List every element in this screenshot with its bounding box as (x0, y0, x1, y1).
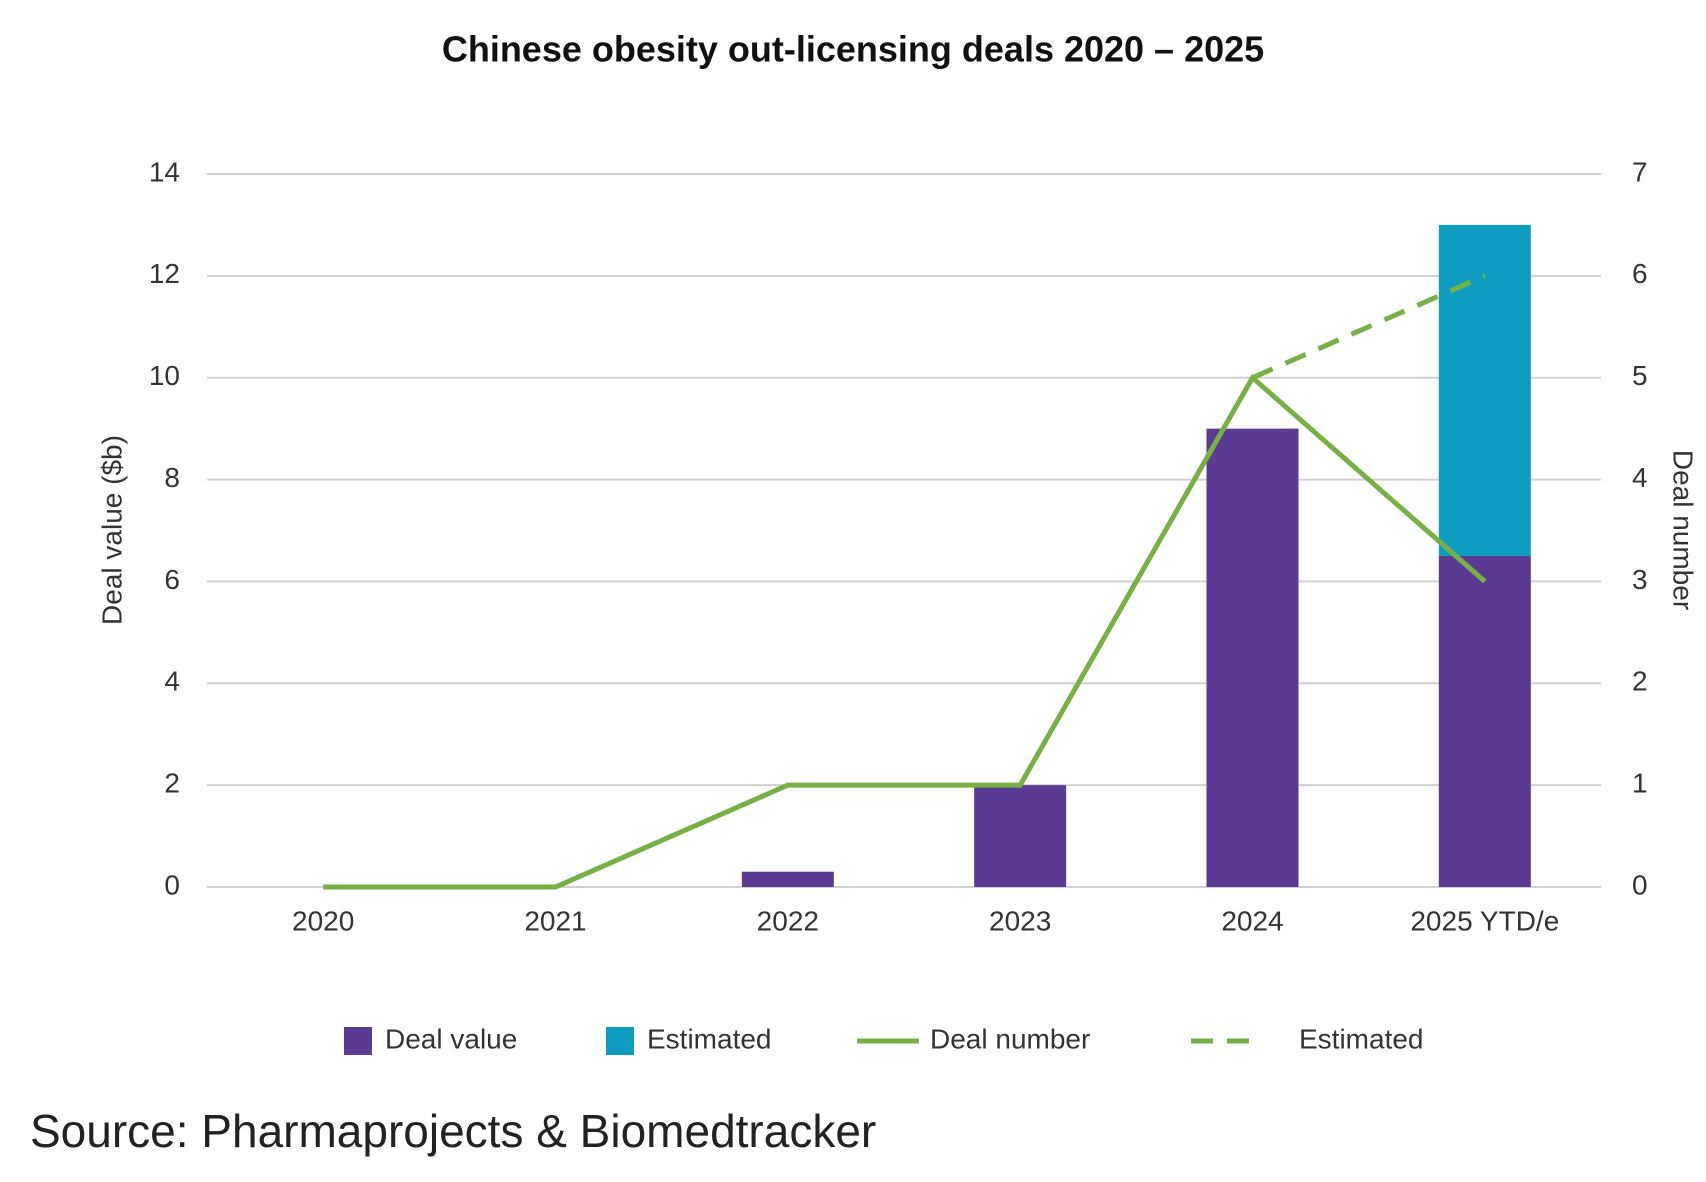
y2-tick-label: 6 (1632, 258, 1648, 289)
source: Source: Pharmaprojects & Biomedtracker (30, 1105, 876, 1157)
bar (1438, 224, 1531, 556)
bar (1438, 555, 1531, 887)
bar (974, 785, 1067, 887)
bar (1206, 428, 1299, 887)
y-tick-label: 8 (164, 462, 180, 493)
legend-label: Deal number (930, 1023, 1090, 1054)
y2-tick-label: 7 (1632, 156, 1648, 187)
x-tick-label: 2023 (989, 905, 1051, 936)
line (323, 373, 1487, 890)
legend-label: Deal value (385, 1023, 517, 1054)
y2-tick-label: 3 (1632, 564, 1648, 595)
y2-tick-label: 0 (1632, 869, 1648, 900)
x-tick-label: 2024 (1221, 905, 1283, 936)
line (1251, 273, 1486, 381)
y2-tick-label: 1 (1632, 768, 1648, 799)
y2-tick-label: 2 (1632, 666, 1648, 697)
x-tick-label: 2025 YTD/e (1410, 905, 1559, 936)
y2-axis-title: Deal number (1668, 450, 1699, 610)
y2-tick-label: 4 (1632, 462, 1648, 493)
y-tick-label: 12 (149, 258, 180, 289)
legend-label: Estimated (1299, 1023, 1424, 1054)
y-axis-title: Deal value ($b) (96, 435, 127, 625)
legend-swatch (606, 1027, 634, 1055)
y-tick-label: 14 (149, 156, 180, 187)
y-tick-label: 2 (164, 768, 180, 799)
legend-label: Estimated (647, 1023, 772, 1054)
y-tick-label: 0 (164, 869, 180, 900)
bar (741, 871, 834, 887)
y-tick-label: 10 (149, 360, 180, 391)
x-tick-label: 2021 (524, 905, 586, 936)
y2-tick-label: 5 (1632, 360, 1648, 391)
legend-swatch (344, 1027, 372, 1055)
x-tick-label: 2020 (292, 905, 354, 936)
y-tick-label: 6 (164, 564, 180, 595)
x-tick-label: 2022 (757, 905, 819, 936)
chart-title: Chinese obesity out-licensing deals 2020… (442, 29, 1264, 70)
y-tick-label: 4 (164, 666, 180, 697)
